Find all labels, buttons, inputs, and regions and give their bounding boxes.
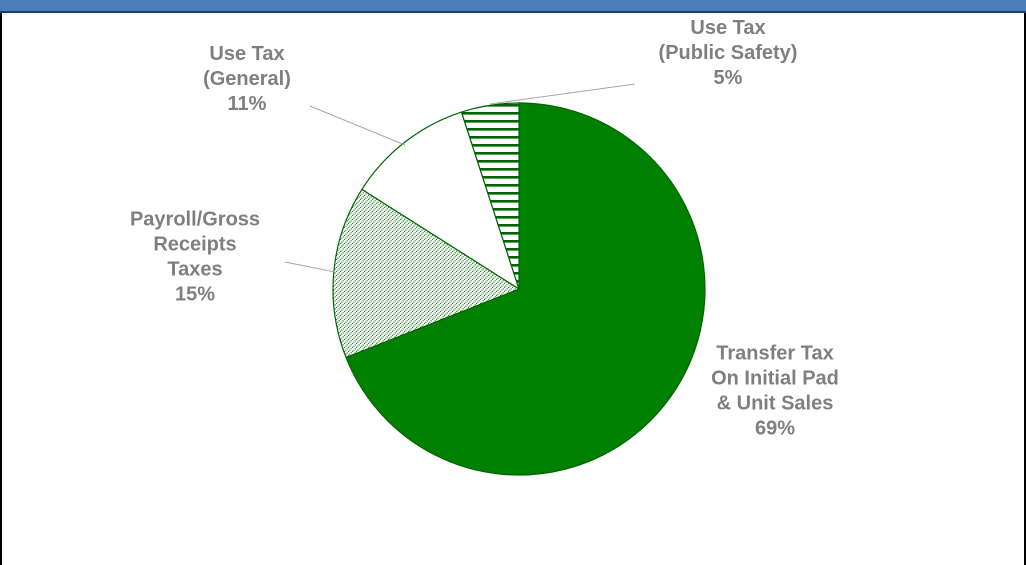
pie-slice-transfer-tax-on-initial-pad-unit-sales [345,102,706,476]
pie-slice-use-tax-general [361,111,521,291]
slice-label-payroll-gross-receipts-taxes: Payroll/Gross Receipts Taxes 15% [130,209,260,306]
slice-label-use-tax-public-safety: Use Tax (Public Safety) 5% [659,17,798,89]
leader-line-use-tax-general [309,105,406,146]
slice-label-use-tax-general: Use Tax (General) 11% [203,43,291,115]
slice-label-transfer-tax-on-initial-pad-unit-sales: Transfer Tax On Initial Pad & Unit Sales 69… [711,343,839,440]
pie-slice-use-tax-public-safety [460,102,520,290]
leader-line-use-tax-public-safety [489,83,636,105]
leader-line-payroll-gross-receipts-taxes [284,261,336,273]
header-bar [0,0,1026,13]
